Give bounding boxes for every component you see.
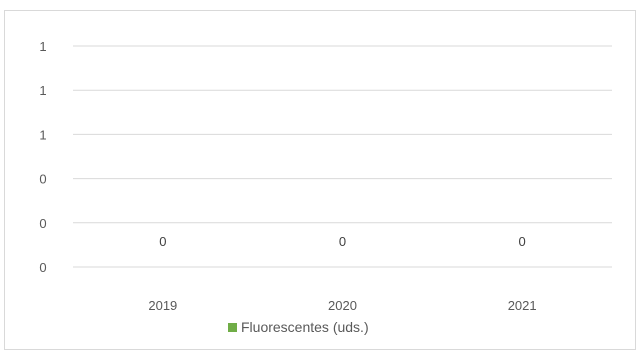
x-tick-label-2020: 2020 — [328, 298, 357, 313]
x-tick-label-2019: 2019 — [148, 298, 177, 313]
x-tick-label-2021: 2021 — [508, 298, 537, 313]
data-label-2021: 0 — [519, 234, 526, 249]
chart-legend: Fluorescentes (uds.) — [228, 317, 369, 337]
data-label-2019: 0 — [159, 234, 166, 249]
y-tick-label: 1 — [39, 39, 46, 54]
y-tick-label: 1 — [39, 127, 46, 142]
data-label-2020: 0 — [339, 234, 346, 249]
legend-label: Fluorescentes (uds.) — [241, 319, 369, 335]
y-tick-label: 1 — [39, 83, 46, 98]
y-tick-label: 0 — [39, 172, 46, 187]
legend-swatch — [228, 322, 237, 332]
y-tick-label: 0 — [39, 260, 46, 275]
y-tick-label: 0 — [39, 216, 46, 231]
chart-frame — [4, 10, 636, 350]
